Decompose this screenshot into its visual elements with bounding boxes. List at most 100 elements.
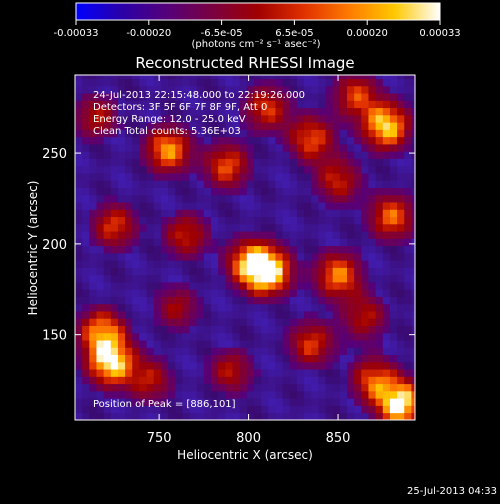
heatmap-cell [168, 165, 176, 174]
heatmap-cell [404, 332, 412, 341]
heatmap-cell [311, 216, 319, 225]
heatmap-cell [203, 194, 212, 203]
heatmap-cell [211, 332, 219, 341]
heatmap-cell [225, 129, 233, 138]
heatmap-cell [354, 347, 362, 356]
heatmap-cell [153, 122, 162, 130]
heatmap-cell [117, 405, 126, 414]
heatmap-cell [289, 390, 298, 399]
heatmap-cell [304, 354, 312, 363]
heatmap-cell [325, 151, 334, 159]
heatmap-cell [96, 260, 105, 268]
heatmap-cell [368, 180, 377, 188]
heatmap-cell [103, 289, 112, 297]
heatmap-cell [182, 223, 190, 232]
heatmap-cell [354, 136, 362, 145]
heatmap-cell [368, 100, 377, 109]
heatmap-cell [239, 282, 248, 290]
heatmap-cell [239, 354, 248, 363]
heatmap-cell [318, 93, 326, 101]
heatmap-cell [175, 390, 183, 399]
heatmap-cell [339, 202, 348, 210]
heatmap-cell [168, 187, 176, 196]
heatmap-cell [282, 398, 291, 406]
heatmap-cell [382, 136, 391, 145]
heatmap-cell [339, 245, 348, 254]
heatmap-cell [89, 340, 97, 348]
heatmap-cell [296, 354, 305, 363]
heatmap-cell [218, 187, 226, 196]
heatmap-cell [82, 390, 90, 399]
heatmap-cell [375, 340, 384, 348]
footer-timestamp: 25-Jul-2013 04:33 [407, 486, 497, 497]
heatmap-cell [368, 405, 377, 414]
heatmap-cell [347, 209, 355, 218]
heatmap-cell [146, 100, 155, 109]
heatmap-cell [110, 78, 119, 87]
heatmap-cell [225, 194, 233, 203]
heatmap-cell [318, 202, 326, 210]
heatmap-cell [354, 369, 362, 377]
heatmap-cell [339, 332, 348, 341]
heatmap-cell [225, 405, 233, 414]
heatmap-cell [125, 282, 133, 290]
heatmap-cell [139, 318, 147, 326]
heatmap-cell [168, 78, 176, 87]
heatmap-cell [261, 122, 269, 130]
heatmap-cell [218, 318, 226, 326]
heatmap-cell [339, 289, 348, 297]
heatmap-cell [110, 340, 119, 348]
heatmap-cell [261, 202, 269, 210]
heatmap-cell [211, 180, 219, 188]
heatmap-cell [246, 398, 255, 406]
heatmap-cell [82, 107, 90, 116]
heatmap-cell [339, 216, 348, 225]
heatmap-cell [253, 78, 262, 87]
heatmap-cell [389, 245, 398, 254]
heatmap-cell [332, 129, 341, 138]
heatmap-cell [153, 282, 162, 290]
heatmap-cell [389, 252, 398, 261]
heatmap-cell [397, 354, 405, 363]
heatmap-cell [239, 100, 248, 109]
heatmap-cell [289, 376, 298, 385]
heatmap-cell [361, 238, 369, 247]
heatmap-cell [153, 340, 162, 348]
heatmap-cell [182, 75, 190, 80]
heatmap-cell [404, 289, 412, 297]
heatmap-cell [404, 122, 412, 130]
heatmap-cell [275, 274, 283, 283]
heatmap-cell [318, 412, 326, 420]
heatmap-cell [239, 383, 248, 392]
heatmap-cell [268, 129, 276, 138]
heatmap-cell [110, 100, 119, 109]
heatmap-cell [311, 114, 319, 123]
heatmap-cell [146, 361, 155, 370]
heatmap-cell [275, 78, 283, 87]
heatmap-cell [368, 85, 377, 94]
heatmap-cell [153, 376, 162, 385]
heatmap-cell [296, 129, 305, 138]
heatmap-cell [182, 187, 190, 196]
heatmap-cell [325, 165, 334, 174]
heatmap-cell [232, 151, 241, 159]
heatmap-cell [189, 85, 198, 94]
heatmap-cell [196, 78, 205, 87]
heatmap-cell [160, 238, 169, 247]
heatmap-cell [304, 267, 312, 276]
heatmap-cell [246, 85, 255, 94]
heatmap-cell [96, 194, 105, 203]
heatmap-cell [339, 107, 348, 116]
heatmap-cell [125, 325, 133, 334]
heatmap-cell [103, 75, 112, 80]
heatmap-cell [211, 289, 219, 297]
heatmap-cell [253, 318, 262, 326]
heatmap-cell [232, 78, 241, 87]
heatmap-cell [203, 223, 212, 232]
heatmap-cell [211, 340, 219, 348]
heatmap-cell [389, 100, 398, 109]
heatmap-cell [246, 78, 255, 87]
heatmap-cell [296, 412, 305, 420]
heatmap-cell [318, 274, 326, 283]
heatmap-cell [325, 187, 334, 196]
